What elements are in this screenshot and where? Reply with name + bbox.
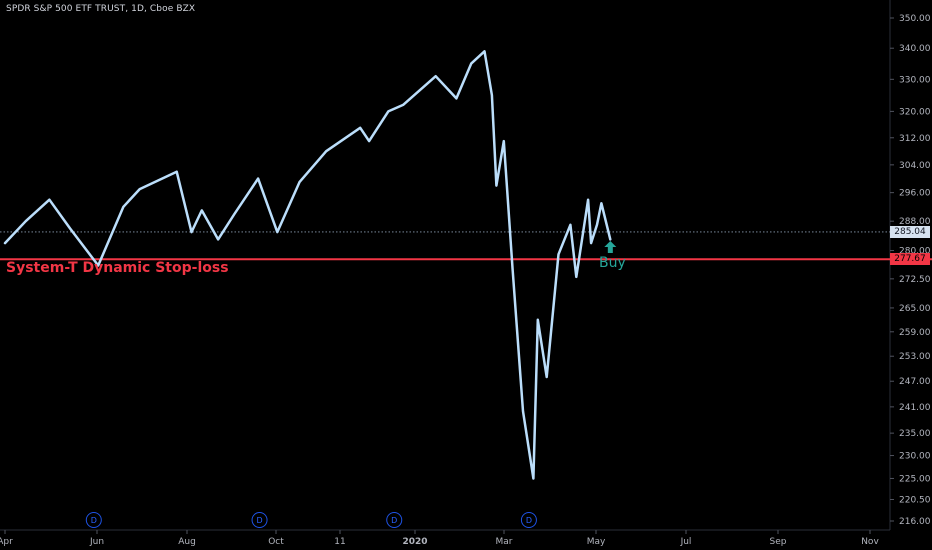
price-tick-label: 350.00	[899, 14, 931, 24]
price-tick-label: 259.00	[899, 328, 931, 338]
stop-loss-label: System-T Dynamic Stop-loss	[6, 260, 229, 276]
dividend-marker-label: D	[391, 516, 397, 525]
price-tick-label: 330.00	[899, 75, 931, 85]
dividend-marker[interactable]: D	[520, 512, 537, 528]
time-tick-label: May	[587, 537, 606, 547]
price-tick-label: 241.00	[899, 403, 931, 413]
dividend-marker-circle	[251, 512, 268, 528]
price-tick-label: 253.00	[899, 352, 931, 362]
dividend-marker-circle	[520, 512, 537, 528]
dividend-marker[interactable]: D	[251, 512, 268, 528]
time-tick-label: Sep	[770, 537, 787, 547]
price-tick-label: 288.00	[899, 217, 931, 227]
time-tick-label: 2020	[402, 537, 427, 547]
last-price-badge: 285.04	[890, 226, 930, 238]
price-series-line	[3, 50, 612, 480]
stop-loss-price-badge: 277.67	[890, 253, 930, 265]
time-tick-label: 11	[334, 537, 345, 547]
dividend-marker[interactable]: D	[386, 512, 403, 528]
dividend-marker[interactable]: D	[85, 512, 102, 528]
time-tick-label: Jun	[89, 537, 104, 547]
price-tick-label: 280.00	[899, 247, 931, 257]
dividend-marker-label: D	[91, 516, 97, 525]
price-tick-label: 296.00	[899, 189, 931, 199]
time-tick-label: Mar	[496, 537, 513, 547]
price-tick-label: 247.00	[899, 377, 931, 387]
dividend-marker-circle	[85, 512, 102, 528]
price-tick-label: 265.00	[899, 304, 931, 314]
price-tick-label: 312.00	[899, 134, 931, 144]
time-tick-label: Jul	[680, 537, 692, 547]
price-tick-label: 304.00	[899, 161, 931, 171]
dividend-marker-label: D	[256, 516, 262, 525]
dividend-marker-label: D	[526, 516, 532, 525]
price-tick-label: 225.00	[899, 474, 931, 484]
time-tick-label: Aug	[178, 537, 196, 547]
time-axis[interactable]: Apr Jun Aug Oct 11 2020 Mar May Jul Sep Nov	[0, 530, 879, 547]
price-tick-label: 230.00	[899, 452, 931, 462]
dividend-marker-circle	[386, 512, 403, 528]
price-tick-label: 340.00	[899, 44, 931, 54]
price-tick-label: 216.00	[899, 517, 931, 527]
time-tick-label: Apr	[0, 537, 13, 547]
buy-arrow-icon	[604, 240, 617, 253]
price-tick-label: 272.50	[899, 275, 931, 285]
time-tick-label: Oct	[268, 537, 284, 547]
price-tick-label: 220.50	[899, 496, 931, 506]
chart-title: SPDR S&P 500 ETF TRUST, 1D, Cboe BZX	[6, 4, 196, 14]
buy-label: Buy	[599, 255, 626, 271]
price-tick-label: 235.00	[899, 429, 931, 439]
price-axis[interactable]: 350.00 340.00 330.00 320.00 312.00 304.00 296.…	[890, 14, 931, 527]
time-tick-label: Nov	[861, 537, 879, 547]
price-tick-label: 320.00	[899, 107, 931, 117]
